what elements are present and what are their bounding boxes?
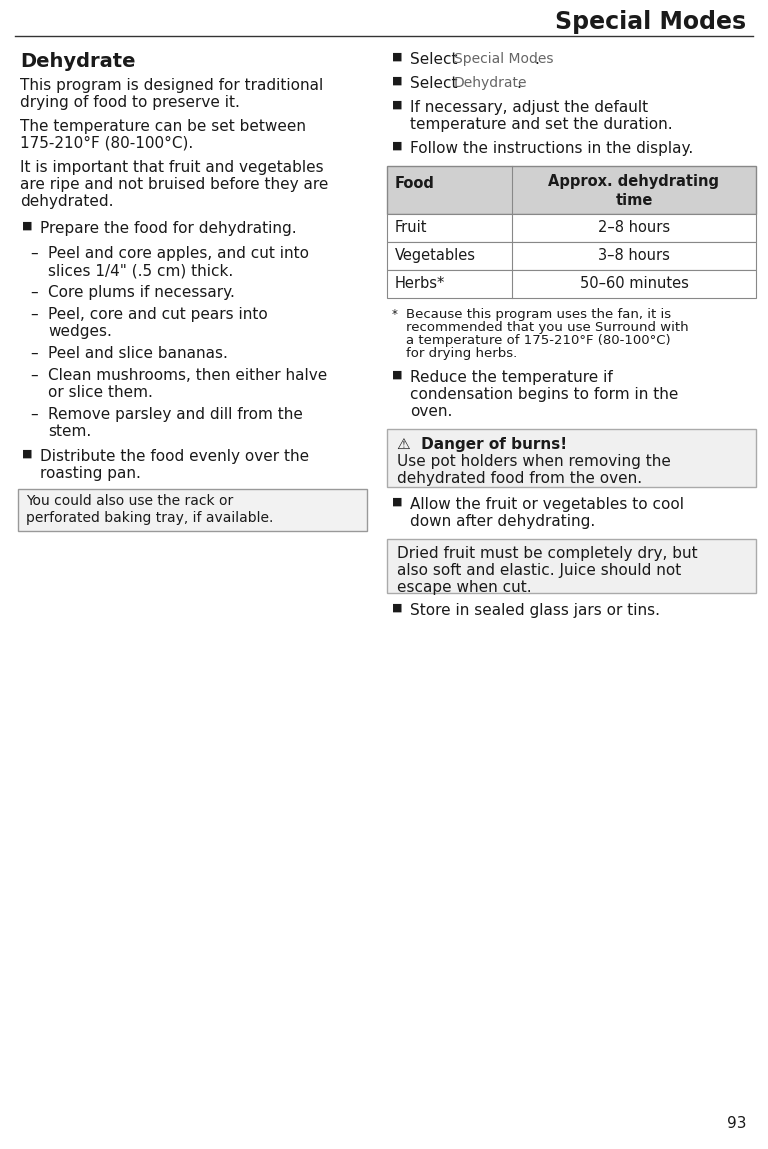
- Text: –: –: [30, 368, 38, 383]
- Text: It is important that fruit and vegetables: It is important that fruit and vegetable…: [20, 160, 323, 175]
- Text: ■: ■: [392, 370, 402, 380]
- Text: perforated baking tray, if available.: perforated baking tray, if available.: [26, 511, 273, 525]
- Text: ■: ■: [392, 76, 402, 86]
- Text: ■: ■: [22, 449, 32, 458]
- Text: Allow the fruit or vegetables to cool: Allow the fruit or vegetables to cool: [410, 498, 684, 512]
- Text: Peel and slice bananas.: Peel and slice bananas.: [48, 346, 228, 361]
- Text: ■: ■: [392, 603, 402, 614]
- Text: Store in sealed glass jars or tins.: Store in sealed glass jars or tins.: [410, 603, 660, 618]
- Text: –: –: [30, 246, 38, 261]
- Text: down after dehydrating.: down after dehydrating.: [410, 514, 595, 529]
- Text: are ripe and not bruised before they are: are ripe and not bruised before they are: [20, 177, 329, 192]
- Text: Dehydrate: Dehydrate: [454, 76, 528, 90]
- Text: oven.: oven.: [410, 404, 452, 419]
- Text: roasting pan.: roasting pan.: [40, 466, 141, 481]
- Text: Peel and core apples, and cut into: Peel and core apples, and cut into: [48, 246, 309, 261]
- Text: also soft and elastic. Juice should not: also soft and elastic. Juice should not: [397, 563, 681, 578]
- Text: ■: ■: [392, 498, 402, 507]
- Text: *: *: [392, 308, 398, 321]
- Bar: [387, 165, 756, 214]
- Text: Use pot holders when removing the: Use pot holders when removing the: [397, 454, 671, 469]
- Text: Distribute the food evenly over the: Distribute the food evenly over the: [40, 449, 310, 464]
- Text: Dried fruit must be completely dry, but: Dried fruit must be completely dry, but: [397, 546, 697, 561]
- Text: Herbs*: Herbs*: [395, 276, 445, 291]
- Text: Follow the instructions in the display.: Follow the instructions in the display.: [410, 141, 694, 156]
- Text: Food: Food: [395, 176, 435, 191]
- Text: 175-210°F (80-100°C).: 175-210°F (80-100°C).: [20, 136, 194, 151]
- Text: Select: Select: [410, 52, 462, 67]
- Text: .: .: [534, 52, 539, 67]
- Text: .: .: [516, 76, 521, 91]
- Text: The temperature can be set between: The temperature can be set between: [20, 119, 306, 134]
- Bar: [387, 214, 756, 242]
- Text: Special Modes: Special Modes: [554, 10, 746, 34]
- Text: escape when cut.: escape when cut.: [397, 580, 531, 595]
- Text: stem.: stem.: [48, 424, 91, 439]
- Text: ■: ■: [22, 221, 32, 231]
- Text: –: –: [30, 346, 38, 361]
- Text: Fruit: Fruit: [395, 219, 428, 236]
- Text: slices 1/4" (.5 cm) thick.: slices 1/4" (.5 cm) thick.: [48, 263, 233, 278]
- Text: –: –: [30, 407, 38, 422]
- Text: ■: ■: [392, 100, 402, 110]
- Text: a temperature of 175-210°F (80-100°C): a temperature of 175-210°F (80-100°C): [406, 334, 670, 347]
- Text: This program is designed for traditional: This program is designed for traditional: [20, 78, 323, 93]
- Text: or slice them.: or slice them.: [48, 385, 153, 400]
- Bar: [387, 429, 756, 487]
- Text: You could also use the rack or: You could also use the rack or: [26, 494, 233, 508]
- Bar: [387, 242, 756, 270]
- Text: recommended that you use Surround with: recommended that you use Surround with: [406, 321, 689, 334]
- Text: Peel, core and cut pears into: Peel, core and cut pears into: [48, 307, 268, 322]
- Text: –: –: [30, 307, 38, 322]
- Text: Because this program uses the fan, it is: Because this program uses the fan, it is: [406, 308, 671, 321]
- Text: Core plums if necessary.: Core plums if necessary.: [48, 285, 235, 300]
- Bar: [18, 489, 367, 531]
- Text: drying of food to preserve it.: drying of food to preserve it.: [20, 95, 240, 110]
- Text: –: –: [30, 285, 38, 300]
- Text: Clean mushrooms, then either halve: Clean mushrooms, then either halve: [48, 368, 327, 383]
- Text: Remove parsley and dill from the: Remove parsley and dill from the: [48, 407, 303, 422]
- Text: If necessary, adjust the default: If necessary, adjust the default: [410, 100, 648, 115]
- Text: 93: 93: [727, 1116, 746, 1131]
- Text: dehydrated food from the oven.: dehydrated food from the oven.: [397, 471, 642, 486]
- Text: Reduce the temperature if: Reduce the temperature if: [410, 370, 613, 385]
- Text: 2–8 hours: 2–8 hours: [598, 219, 670, 236]
- Text: Approx. dehydrating
time: Approx. dehydrating time: [548, 173, 720, 208]
- Text: 50–60 minutes: 50–60 minutes: [580, 276, 688, 291]
- Text: Vegetables: Vegetables: [395, 248, 476, 263]
- Text: ■: ■: [392, 141, 402, 151]
- Text: Prepare the food for dehydrating.: Prepare the food for dehydrating.: [40, 221, 296, 236]
- Text: 3–8 hours: 3–8 hours: [598, 248, 670, 263]
- Text: temperature and set the duration.: temperature and set the duration.: [410, 117, 673, 132]
- Text: wedges.: wedges.: [48, 324, 112, 339]
- Text: ⚠  Danger of burns!: ⚠ Danger of burns!: [397, 437, 567, 452]
- Text: Dehydrate: Dehydrate: [20, 52, 135, 71]
- Text: Select: Select: [410, 76, 462, 91]
- Text: condensation begins to form in the: condensation begins to form in the: [410, 387, 678, 402]
- Text: ■: ■: [392, 52, 402, 62]
- Text: for drying herbs.: for drying herbs.: [406, 347, 518, 360]
- Text: dehydrated.: dehydrated.: [20, 194, 114, 209]
- Text: Special Modes: Special Modes: [454, 52, 554, 65]
- Bar: [387, 270, 756, 298]
- Bar: [387, 539, 756, 593]
